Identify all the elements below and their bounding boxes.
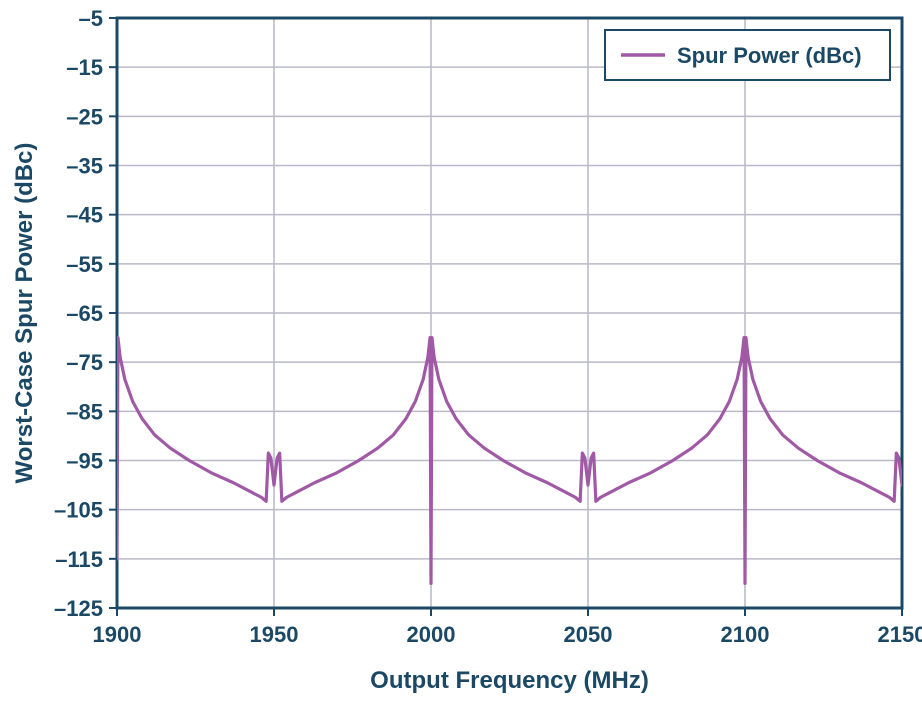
y-tick-label: –55 xyxy=(66,252,103,277)
y-tick-label: –125 xyxy=(54,596,103,621)
y-tick-label: –65 xyxy=(66,301,103,326)
spur-power-chart: 1900 1950 2000 2050 2100 2150 –5 –15 –25 –35 –45 –5… xyxy=(0,0,922,721)
y-axis-label: Worst-Case Spur Power (dBc) xyxy=(11,143,38,484)
chart-background xyxy=(0,0,922,721)
y-tick-label: –25 xyxy=(66,104,103,129)
y-tick-label: –15 xyxy=(66,55,103,80)
legend-label: Spur Power (dBc) xyxy=(677,43,862,68)
y-tick-label: –95 xyxy=(66,449,103,474)
x-tick-label: 1900 xyxy=(93,622,142,647)
y-tick-label: –5 xyxy=(79,6,103,31)
x-axis-label: Output Frequency (MHz) xyxy=(370,667,649,694)
legend: Spur Power (dBc) xyxy=(605,30,890,80)
y-tick-label: –115 xyxy=(55,547,103,572)
x-tick-label: 2000 xyxy=(407,622,456,647)
y-tick-label: –45 xyxy=(66,203,103,228)
y-tick-label: –105 xyxy=(54,498,103,523)
x-tick-label: 2050 xyxy=(564,622,613,647)
x-tick-label: 2100 xyxy=(721,622,770,647)
y-tick-label: –35 xyxy=(66,154,103,179)
y-tick-label: –85 xyxy=(66,399,103,424)
x-tick-label: 2150 xyxy=(878,622,922,647)
x-tick-label: 1950 xyxy=(250,622,299,647)
y-tick-label: –75 xyxy=(66,350,103,375)
